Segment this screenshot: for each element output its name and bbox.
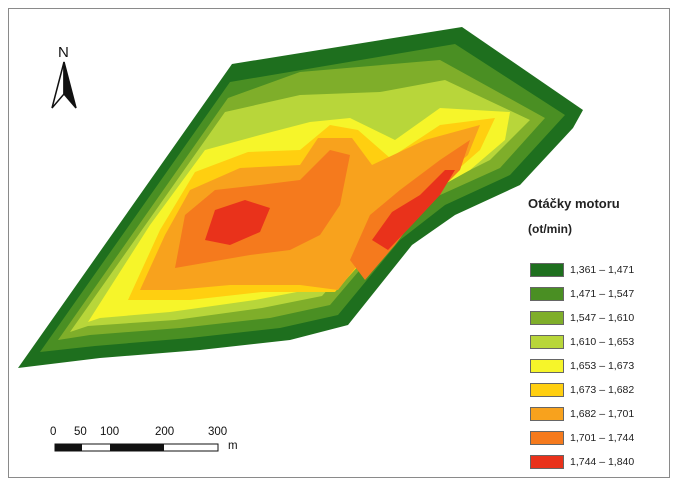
legend-item: 1,701 – 1,744	[530, 426, 634, 450]
legend: 1,361 – 1,471 1,471 – 1,547 1,547 – 1,61…	[530, 258, 634, 474]
scale-tick-50: 50	[74, 426, 87, 438]
legend-swatch	[530, 287, 564, 301]
north-label: N	[58, 44, 69, 61]
legend-item: 1,744 – 1,840	[530, 450, 634, 474]
legend-item: 1,471 – 1,547	[530, 282, 634, 306]
scale-tick-300: 300	[208, 426, 228, 438]
legend-label: 1,547 – 1,610	[570, 312, 635, 324]
legend-swatch	[530, 311, 564, 325]
legend-item: 1,547 – 1,610	[530, 306, 634, 330]
legend-item: 1,682 – 1,701	[530, 402, 634, 426]
legend-swatch	[530, 335, 564, 349]
legend-item: 1,361 – 1,471	[530, 258, 634, 282]
legend-unit: (ot/min)	[528, 222, 572, 236]
legend-swatch	[530, 407, 564, 421]
legend-label: 1,744 – 1,840	[570, 456, 635, 468]
legend-label: 1,361 – 1,471	[570, 264, 635, 276]
scale-tick-100: 100	[100, 426, 120, 438]
legend-label: 1,471 – 1,547	[570, 288, 635, 300]
legend-swatch	[530, 383, 564, 397]
legend-swatch	[530, 263, 564, 277]
legend-swatch	[530, 431, 564, 445]
legend-label: 1,682 – 1,701	[570, 408, 635, 420]
legend-item: 1,653 – 1,673	[530, 354, 634, 378]
legend-label: 1,701 – 1,744	[570, 432, 635, 444]
field-zone-9b	[205, 200, 270, 245]
legend-label: 1,653 – 1,673	[570, 360, 635, 372]
field-zone-9	[372, 170, 455, 250]
legend-label: 1,610 – 1,653	[570, 336, 635, 348]
legend-item: 1,610 – 1,653	[530, 330, 634, 354]
scale-unit: m	[228, 440, 238, 452]
legend-swatch	[530, 455, 564, 469]
legend-item: 1,673 – 1,682	[530, 378, 634, 402]
legend-label: 1,673 – 1,682	[570, 384, 635, 396]
legend-title: Otáčky motoru	[528, 196, 620, 211]
legend-swatch	[530, 359, 564, 373]
scale-tick-200: 200	[155, 426, 175, 438]
scale-tick-0: 0	[50, 426, 57, 438]
